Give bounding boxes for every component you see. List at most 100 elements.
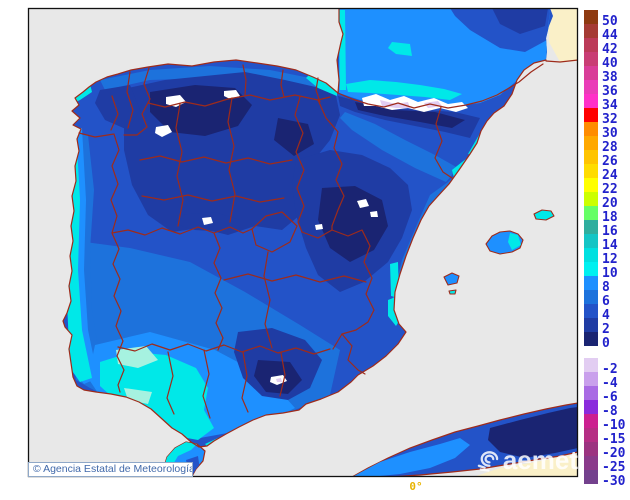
scale-swatch xyxy=(584,66,598,80)
scale-label: -25 xyxy=(602,460,626,475)
scale-row: 24 xyxy=(584,164,630,182)
scale-swatch xyxy=(584,262,598,276)
scale-row: -2 xyxy=(584,358,630,376)
scale-row: 50 xyxy=(584,10,630,28)
scale-row: 22 xyxy=(584,178,630,196)
france-nodata-land xyxy=(548,8,578,62)
scale-row: 44 xyxy=(584,24,630,42)
aemet-logo-text: aemet xyxy=(502,444,578,475)
scale-row: 30 xyxy=(584,122,630,140)
scale-row: -20 xyxy=(584,442,630,460)
scale-swatch xyxy=(584,276,598,290)
scale-label: -15 xyxy=(602,432,626,447)
scale-swatch xyxy=(584,52,598,66)
scale-row: 6 xyxy=(584,290,630,308)
scale-row: 18 xyxy=(584,206,630,224)
scale-swatch xyxy=(584,122,598,136)
scale-swatch xyxy=(584,24,598,38)
aemet-swirl-icon xyxy=(477,451,499,472)
scale-swatch xyxy=(584,136,598,150)
scale-label: -10 xyxy=(602,418,626,433)
scale-swatch xyxy=(584,10,598,24)
scale-row: 10 xyxy=(584,262,630,280)
scale-label: 14 xyxy=(602,238,618,253)
scale-row: 38 xyxy=(584,66,630,84)
scale-label: 16 xyxy=(602,224,618,239)
scale-label: 22 xyxy=(602,182,618,197)
scale-label: 20 xyxy=(602,196,618,211)
map-frame xyxy=(27,7,579,478)
scale-label: 6 xyxy=(602,294,610,309)
scale-swatch xyxy=(584,304,598,318)
scale-label: 38 xyxy=(602,70,618,85)
scale-swatch xyxy=(584,108,598,122)
scale-row: -8 xyxy=(584,400,630,418)
africa-landmass xyxy=(162,402,578,477)
scale-label: -4 xyxy=(602,376,618,391)
scale-swatch xyxy=(584,192,598,206)
scale-label: 8 xyxy=(602,280,610,295)
scale-label: -6 xyxy=(602,390,618,405)
scale-label: 34 xyxy=(602,98,618,113)
snow-areas xyxy=(155,90,468,385)
scale-row: 34 xyxy=(584,94,630,112)
scale-swatch xyxy=(584,358,598,372)
scale-label: 26 xyxy=(602,154,618,169)
nodata-band xyxy=(473,454,578,477)
scale-row: -4 xyxy=(584,372,630,390)
scale-label: -8 xyxy=(602,404,618,419)
scale-swatch xyxy=(584,164,598,178)
scale-swatch xyxy=(584,94,598,108)
ibiza-island xyxy=(443,272,460,286)
scale-row: -30 xyxy=(584,470,630,488)
scale-swatch xyxy=(584,332,598,346)
scale-label: 30 xyxy=(602,126,618,141)
scale-swatch xyxy=(584,318,598,332)
scale-row: -15 xyxy=(584,428,630,446)
scale-swatch xyxy=(584,470,598,484)
region-borders xyxy=(62,8,578,448)
menorca-island xyxy=(533,209,555,221)
scale-row: 16 xyxy=(584,220,630,238)
scale-row: 28 xyxy=(584,136,630,154)
scale-row: 32 xyxy=(584,108,630,126)
scale-label: 44 xyxy=(602,28,618,43)
scale-label: 12 xyxy=(602,252,618,267)
colorbar-lower: -2 -4 -6 -8 -10 -15 -20 -25 -30 xyxy=(584,358,630,488)
attribution-box: © Agencia Estatal de Meteorología xyxy=(28,462,193,477)
scale-row: 12 xyxy=(584,248,630,266)
scale-label: 36 xyxy=(602,84,618,99)
scale-row: 2 xyxy=(584,318,630,336)
scale-row: 4 xyxy=(584,304,630,322)
scale-label: -2 xyxy=(602,362,618,377)
scale-swatch xyxy=(584,220,598,234)
scale-swatch xyxy=(584,400,598,414)
meridian-label: 0° xyxy=(409,480,423,493)
scale-label: 4 xyxy=(602,308,610,323)
scale-swatch xyxy=(584,456,598,470)
scale-row: 14 xyxy=(584,234,630,252)
scale-label: 2 xyxy=(602,322,610,337)
scale-row: 26 xyxy=(584,150,630,168)
scale-row: 42 xyxy=(584,38,630,56)
scale-row: -10 xyxy=(584,414,630,432)
scale-swatch xyxy=(584,290,598,304)
scale-label: -30 xyxy=(602,474,626,489)
scale-swatch xyxy=(584,234,598,248)
scale-label: 0 xyxy=(602,336,610,351)
scale-swatch xyxy=(584,248,598,262)
colorbar-upper: 50 44 42 40 38 36 34 32 30 28 26 24 22 20 18 16 14 12 10 8 6… xyxy=(584,10,630,350)
scale-row: 0 xyxy=(584,332,630,350)
scale-swatch xyxy=(584,206,598,220)
formentera-island xyxy=(448,289,457,295)
scale-label: 40 xyxy=(602,56,618,71)
scale-row: 36 xyxy=(584,80,630,98)
scale-swatch xyxy=(584,414,598,428)
scale-swatch xyxy=(584,150,598,164)
scale-label: 18 xyxy=(602,210,618,225)
scale-swatch xyxy=(584,428,598,442)
scale-row: 8 xyxy=(584,276,630,294)
scale-swatch xyxy=(584,80,598,94)
scale-row: -6 xyxy=(584,386,630,404)
